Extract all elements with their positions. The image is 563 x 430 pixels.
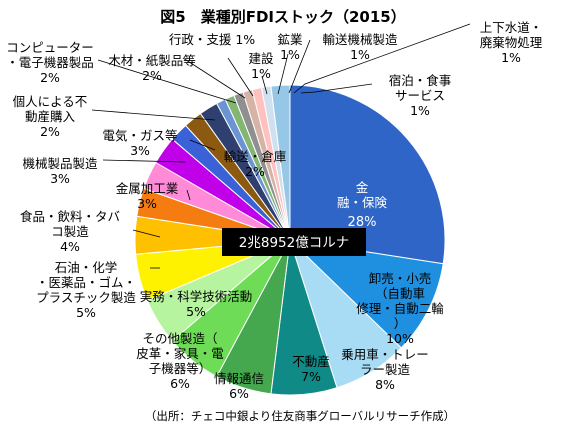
slice-label: 卸売・小売	[369, 271, 432, 286]
slice-label: 石油・化学	[55, 260, 118, 275]
slice-percent: 3%	[130, 143, 150, 158]
pie-slice	[289, 84, 446, 265]
slice-label: コンピューター	[6, 40, 94, 55]
slice-percent: 28%	[348, 215, 377, 230]
leader-line	[277, 53, 289, 95]
leader-line	[293, 23, 471, 94]
slice-label: 不動産	[292, 354, 330, 369]
slice-percent: 8%	[375, 377, 395, 392]
slice-percent: 2%	[40, 70, 60, 85]
pie-slice	[288, 239, 444, 349]
leader-line	[227, 57, 254, 97]
chart-title: 図5 業種別FDIストック（2015）	[160, 8, 405, 26]
slice-label: 輸送・倉庫	[224, 149, 287, 164]
leader-line	[261, 75, 268, 95]
slice-percent: 5%	[186, 304, 206, 319]
slice-percent: 2%	[40, 124, 60, 139]
slice-label: 個人による不	[13, 94, 88, 109]
slice-label: ・電子機器製品	[6, 55, 94, 70]
slice-label: 上下水道・	[480, 20, 543, 35]
slice-label: その他製造（	[142, 331, 217, 346]
leader-line	[91, 109, 216, 121]
slice-label: 行政・支援 1%	[169, 32, 255, 47]
slice-label: 宿泊・食事	[389, 73, 452, 88]
slice-label: 修理・自動二輪	[356, 301, 444, 316]
leader-line	[189, 139, 216, 151]
center-label: 2兆8952億コルナ	[222, 228, 366, 256]
slice-percent: 2%	[142, 68, 162, 83]
slice-percent: 6%	[170, 376, 190, 391]
slice-label: 融・保険	[337, 195, 388, 210]
slice-label: 機械製品製造	[22, 156, 98, 171]
slice-label: ・医薬品・ゴム・	[36, 275, 136, 290]
slice-label: 木材・紙製品等	[108, 53, 196, 68]
slice-label: コ製造	[51, 224, 89, 239]
slice-label: 皮革・家具・電	[136, 346, 224, 361]
slice-percent: 3%	[137, 196, 157, 211]
leader-line	[102, 159, 187, 163]
slice-label: 子機器等）	[149, 361, 212, 376]
slice-percent: 1%	[251, 66, 271, 81]
slice-label: 金	[356, 180, 369, 195]
leader-line	[97, 59, 237, 104]
slice-label: （自動車	[375, 286, 425, 301]
slice-percent: 6%	[229, 386, 249, 401]
slice-label: 情報通信	[214, 371, 264, 386]
slice-labels-group: 金融・保険 28% 卸売・小売（自動車修理・自動二輪）10%乗用車・トレーラー製造8…	[6, 20, 543, 401]
slice-percent: 2%	[245, 164, 265, 179]
leader-lines-group	[91, 23, 471, 269]
slice-label: サービス	[395, 88, 445, 103]
slice-percent: 1%	[350, 47, 370, 62]
slice-percent: 7%	[301, 369, 321, 384]
slice-percent: 10%	[386, 331, 414, 346]
slice-label: 鉱業	[277, 32, 303, 47]
slice-label: 金属加工業	[116, 181, 179, 196]
slice-label: ラー製造	[360, 362, 411, 377]
slice-label: 食品・飲料・タバ	[20, 209, 120, 224]
source-note: （出所：チェコ中銀より住友商事グローバルリサーチ作成）	[145, 409, 455, 423]
slice-percent: 3%	[50, 171, 70, 186]
slice-percent: 1%	[410, 103, 430, 118]
slice-percent: 4%	[60, 239, 80, 254]
slices-group	[134, 84, 446, 396]
leader-line	[132, 229, 161, 238]
slice-label: 電気・ガス等	[102, 128, 177, 143]
slice-label: 建設	[248, 51, 274, 66]
slice-percent: 5%	[76, 305, 96, 320]
slice-label: 実務・科学技術活動	[140, 289, 253, 304]
slice-label: 乗用車・トレー	[341, 347, 429, 362]
center-label-text: 2兆8952億コルナ	[239, 235, 349, 251]
slice-percent: 1%	[280, 47, 300, 62]
slice-label: 廃棄物処理	[480, 35, 543, 50]
leader-line	[186, 189, 191, 201]
slice-label: プラスチック製造	[36, 290, 136, 305]
slice-label: 動産購入	[25, 109, 76, 124]
slice-label: 輸送機械製造	[322, 32, 398, 47]
slice-label: ）	[394, 316, 407, 331]
leader-line	[300, 83, 373, 94]
leader-line	[288, 39, 311, 94]
slice-percent: 1%	[501, 50, 521, 65]
leader-line	[182, 57, 246, 99]
